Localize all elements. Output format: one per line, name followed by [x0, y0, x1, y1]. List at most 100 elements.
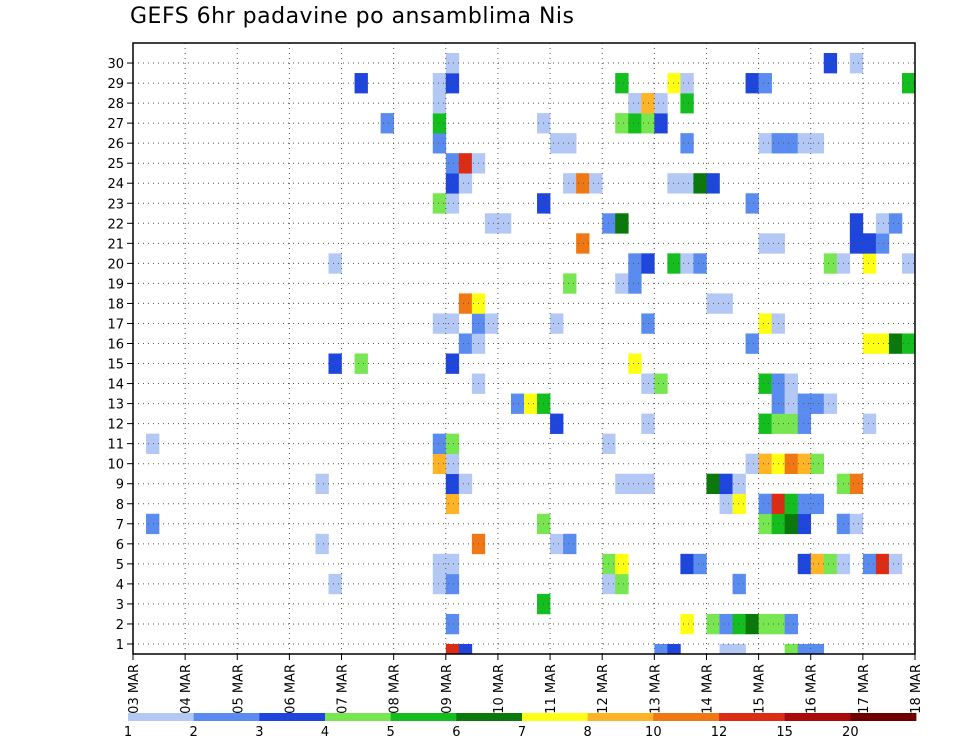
precip-cell: [745, 73, 759, 94]
precip-cell: [146, 513, 160, 535]
y-axis: 1234567891011121314151617181920212223242…: [107, 57, 133, 653]
precip-cell: [784, 493, 798, 515]
precip-cell: [550, 533, 564, 555]
precip-cell: [732, 473, 746, 495]
y-tick-label: 12: [107, 418, 124, 433]
precip-cell: [628, 353, 642, 374]
legend-label: 10: [645, 725, 662, 740]
legend-label: 20: [842, 725, 859, 740]
y-tick-label: 16: [107, 337, 124, 352]
precip-cell: [823, 393, 838, 414]
precip-cell: [732, 493, 746, 515]
y-tick-label: 27: [107, 117, 124, 132]
precip-cell: [628, 93, 642, 114]
precip-cell: [550, 133, 564, 154]
precip-cell: [458, 293, 473, 314]
precip-cell: [745, 453, 759, 475]
precip-cell: [758, 493, 772, 515]
legend-swatch: [128, 713, 195, 721]
precip-cell: [849, 473, 864, 495]
precip-cell: [797, 643, 812, 655]
legend-swatch: [325, 713, 392, 721]
x-tick-label: 07 MAR: [336, 664, 351, 714]
y-tick-label: 15: [107, 358, 124, 373]
precip-cell: [823, 53, 838, 74]
x-tick-label: 15 MAR: [753, 664, 768, 714]
legend-swatch: [784, 713, 851, 721]
precip-cell: [328, 353, 342, 374]
precip-cell: [445, 573, 460, 595]
precip-cell: [458, 473, 473, 495]
precip-cell: [432, 113, 447, 134]
precip-cell: [810, 643, 825, 655]
precip-cell: [445, 613, 460, 635]
y-tick-label: 18: [107, 297, 124, 312]
precip-cell: [797, 553, 812, 575]
precip-cell: [784, 413, 798, 434]
precip-cell: [563, 533, 577, 555]
y-tick-label: 28: [107, 97, 124, 112]
precip-cell: [732, 613, 746, 635]
chart-title: GEFS 6hr padavine po ansamblima Nis: [130, 4, 575, 29]
x-axis: 03 MAR 04 MAR 05 MAR 06 MAR 07 MAR 08 MAR 09 M…: [127, 654, 924, 714]
precip-cell: [784, 613, 798, 635]
precip-cell: [445, 353, 460, 374]
precip-cell: [432, 133, 447, 154]
precip-cell: [784, 513, 798, 535]
precip-cell: [888, 553, 903, 575]
precip-cell: [615, 213, 629, 234]
precip-cell: [563, 173, 577, 194]
legend-swatch: [390, 713, 457, 721]
precip-cell: [758, 233, 772, 254]
x-tick-label: 16 MAR: [805, 664, 820, 714]
y-tick-label: 26: [107, 137, 124, 152]
precip-cell: [445, 73, 460, 94]
precip-cell: [589, 173, 603, 194]
precip-cell: [758, 453, 772, 475]
precip-cell: [432, 93, 447, 114]
precip-cell: [810, 393, 825, 414]
legend-swatch: [522, 713, 589, 721]
precip-cell: [458, 173, 473, 194]
precip-cell: [432, 453, 447, 475]
precip-cell: [823, 253, 838, 274]
precip-cell: [550, 413, 564, 434]
precip-cell: [693, 553, 707, 575]
y-tick-label: 25: [107, 157, 124, 172]
precip-cell: [432, 313, 447, 334]
precip-cell: [445, 193, 460, 214]
precip-cell: [497, 213, 512, 234]
y-tick-label: 21: [107, 237, 124, 252]
precip-cell: [758, 313, 772, 334]
legend-label: 5: [387, 725, 395, 740]
precip-cell: [563, 273, 577, 294]
precip-cell: [719, 493, 733, 515]
precip-cell: [745, 613, 759, 635]
precip-cell: [641, 113, 655, 134]
grid-lines: [133, 43, 915, 654]
legend-label: 8: [584, 725, 592, 740]
x-tick-label: 06 MAR: [283, 664, 298, 714]
y-tick-label: 30: [107, 57, 124, 72]
precip-cell: [732, 573, 746, 595]
precip-cell: [667, 73, 681, 94]
legend-swatch: [653, 713, 720, 721]
y-tick-label: 1: [116, 638, 124, 653]
precip-cell: [615, 553, 629, 575]
precip-cell: [797, 393, 812, 414]
color-legend: 1 2 3 4 5 6 7 8 10 12 15 20: [124, 713, 917, 740]
precip-cell: [458, 333, 473, 354]
legend-label: 2: [190, 725, 198, 740]
y-tick-label: 2: [116, 618, 124, 633]
precip-cell: [875, 553, 890, 575]
precip-cell: [719, 643, 733, 655]
precip-cell: [328, 573, 342, 595]
precip-cell: [641, 373, 655, 394]
precip-cell: [719, 473, 733, 495]
x-tick-label: 13 MAR: [648, 664, 663, 714]
x-tick-label: 18 MAR: [909, 664, 924, 714]
legend-label: 15: [776, 725, 793, 740]
precip-cell: [745, 333, 759, 354]
precip-cell: [445, 643, 460, 655]
precip-cell: [862, 253, 877, 274]
